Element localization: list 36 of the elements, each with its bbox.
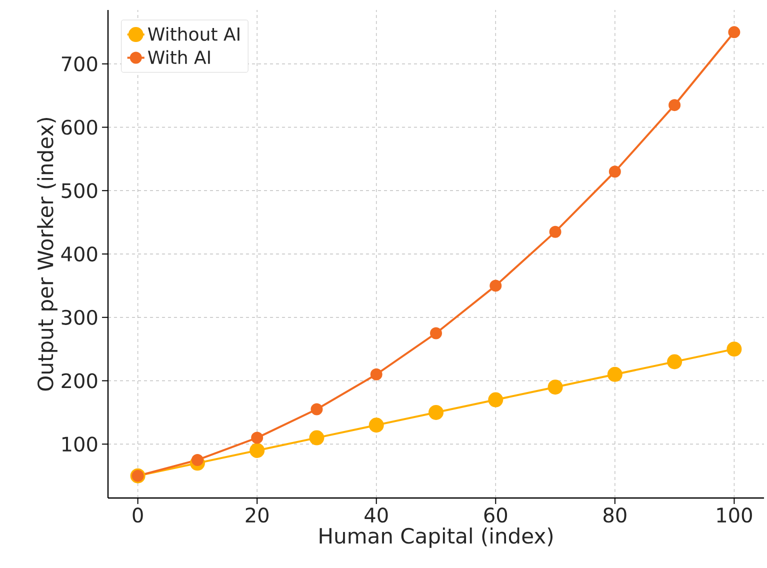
x-tick-label: 40	[364, 508, 388, 523]
point	[607, 366, 622, 382]
x-tick-label: 60	[484, 508, 508, 523]
point	[191, 454, 204, 466]
y-tick-label: 300	[62, 310, 98, 325]
point	[549, 226, 562, 238]
x-axis-title: Human Capital (index)	[320, 528, 553, 548]
y-axis-title: Output per Worker (index)	[37, 118, 58, 391]
y-tick-label: 100	[62, 436, 98, 452]
y-tick-label: 400	[61, 246, 98, 262]
y-tick-label: 700	[62, 56, 98, 72]
y-tick-label: 500	[62, 183, 98, 198]
point	[310, 403, 323, 416]
x-tick-label: 100	[717, 508, 752, 523]
point	[726, 342, 742, 357]
y-tick-label: 600	[62, 120, 98, 135]
point	[430, 327, 442, 340]
point	[251, 432, 264, 444]
x-tick-label: 20	[246, 508, 268, 523]
point	[667, 354, 682, 370]
point	[728, 26, 740, 38]
point	[608, 166, 621, 178]
point	[668, 99, 681, 112]
point	[488, 392, 504, 408]
point	[428, 404, 444, 420]
legend-label: With AI	[148, 50, 210, 64]
point	[548, 380, 563, 395]
legend-label: Without AI	[148, 26, 240, 41]
point	[490, 280, 502, 292]
point	[250, 442, 265, 458]
y-tick-label: 200	[62, 373, 98, 388]
point	[368, 418, 384, 433]
x-tick-label: 0	[132, 508, 143, 523]
point	[370, 368, 382, 380]
point	[309, 430, 324, 446]
x-tick-label: 80	[604, 508, 626, 523]
